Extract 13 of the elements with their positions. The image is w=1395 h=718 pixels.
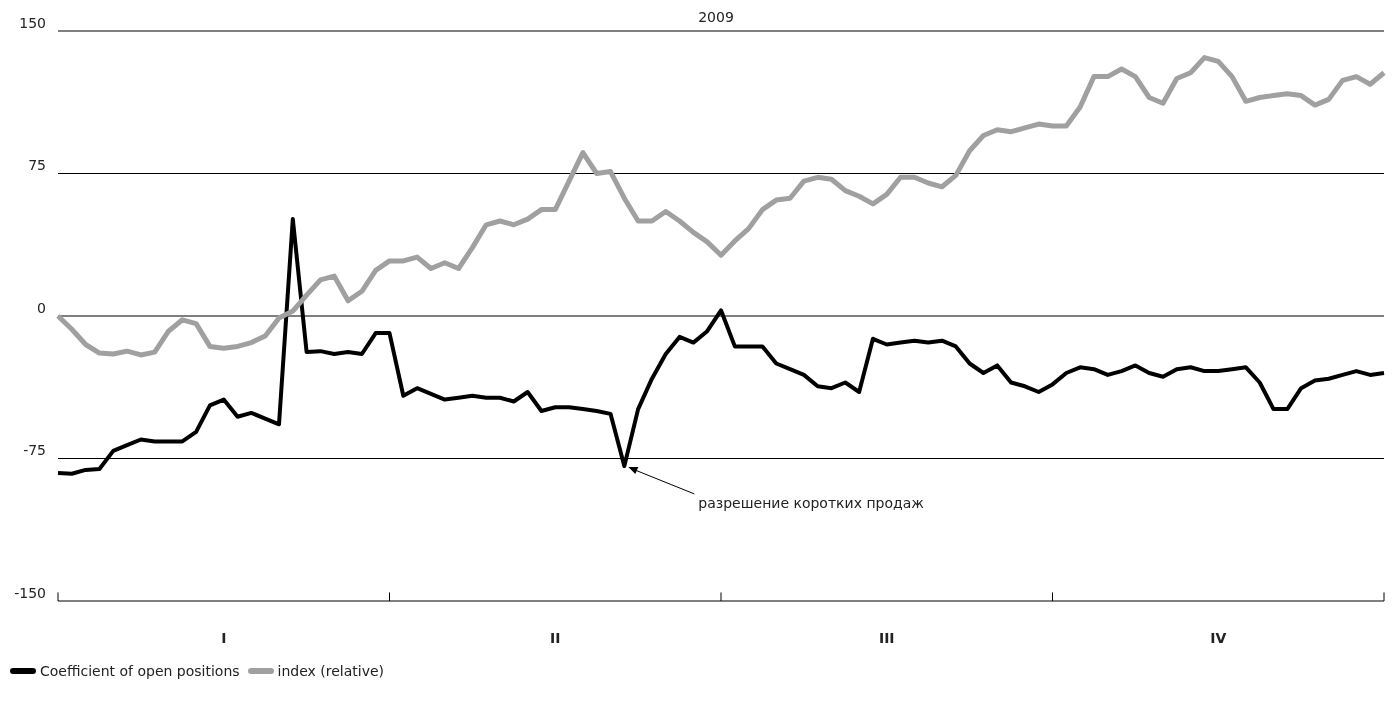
annotation: разрешение коротких продаж xyxy=(698,494,925,511)
y-tick-label: -150 xyxy=(14,584,46,601)
y-tick-label: 150 xyxy=(19,14,46,31)
y-tick-label: -75 xyxy=(23,442,46,459)
legend-label: index (relative) xyxy=(276,663,385,679)
y-tick-label: 75 xyxy=(28,157,46,174)
x-tick-label: I xyxy=(221,630,227,646)
x-tick-label: IV xyxy=(1210,630,1227,646)
y-tick-label: 0 xyxy=(37,299,46,316)
chart-title: 2009 xyxy=(698,9,734,25)
x-tick-label: II xyxy=(550,630,561,646)
x-tick-label: III xyxy=(878,630,895,646)
legend-label: Coefficient of open positions xyxy=(39,663,240,679)
